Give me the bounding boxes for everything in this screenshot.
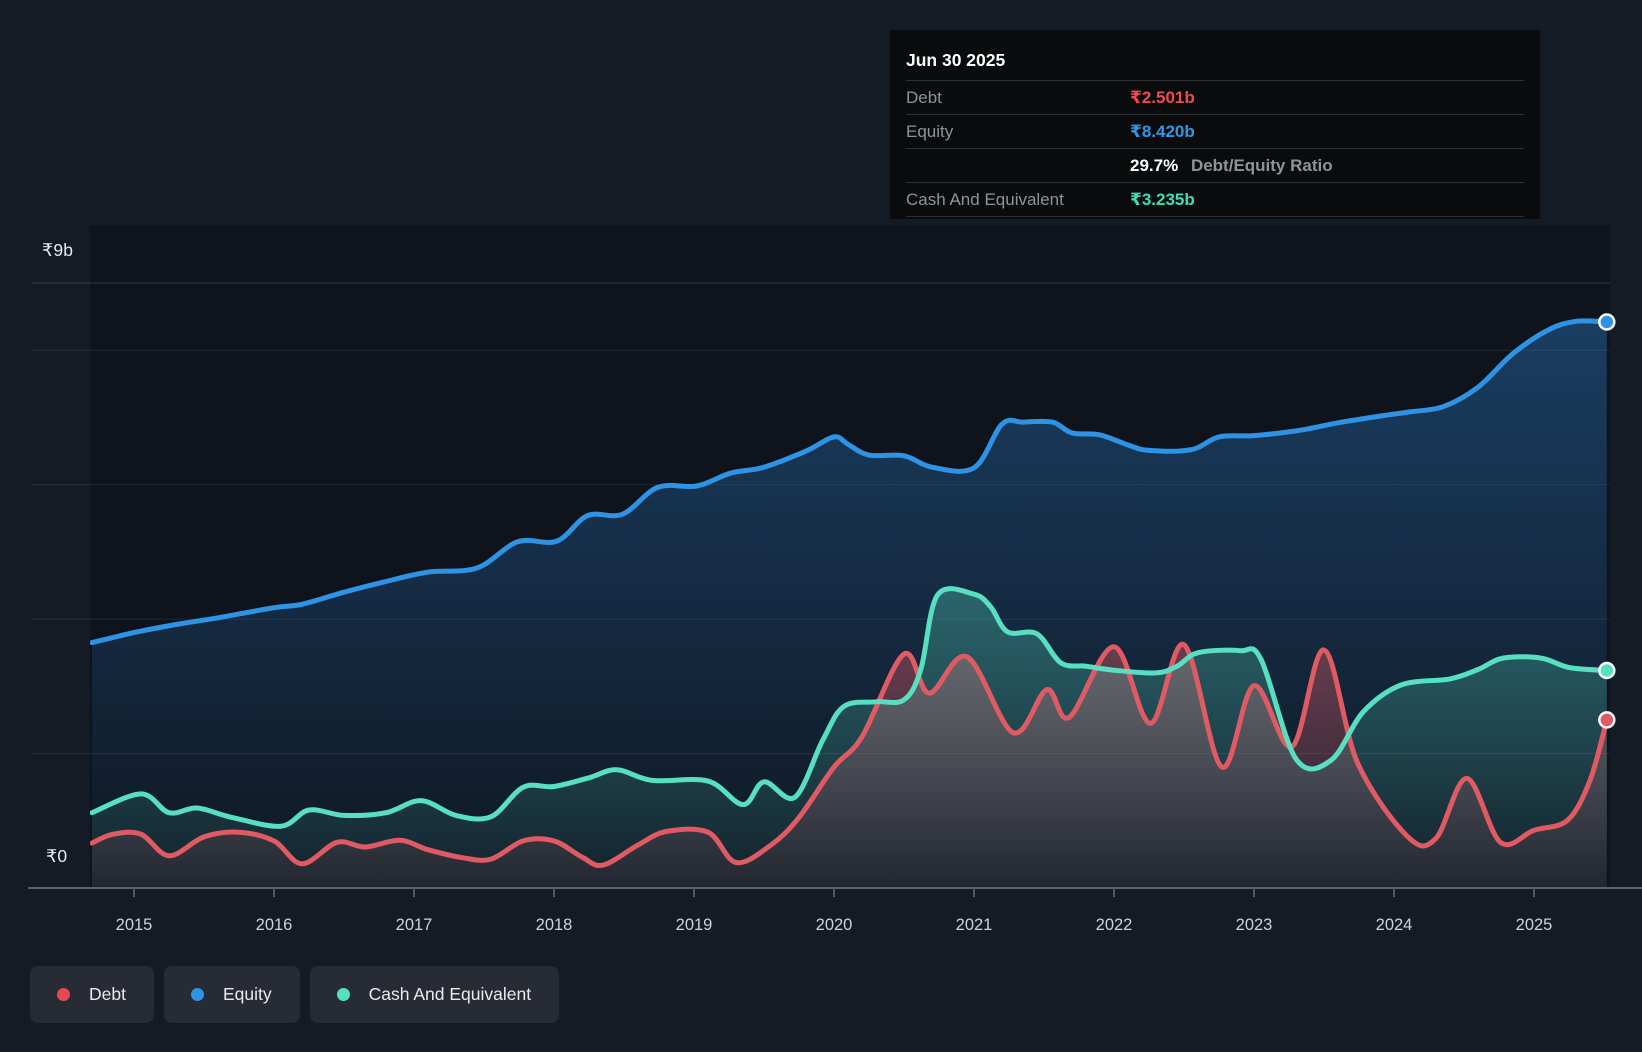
tooltip-cash-value: ₹3.235b — [1130, 190, 1195, 210]
end-dot-cash-and-equivalent — [1599, 663, 1614, 678]
tooltip-row-cash: Cash And Equivalent ₹3.235b — [906, 183, 1524, 217]
y-axis-label-zero: ₹0 — [46, 846, 67, 867]
legend-cash-label: Cash And Equivalent — [369, 984, 531, 1005]
x-tick-label: 2022 — [1096, 916, 1133, 934]
tooltip-row-equity: Equity ₹8.420b — [906, 115, 1524, 149]
x-tick-label: 2024 — [1376, 916, 1413, 934]
tooltip-date: Jun 30 2025 — [906, 40, 1524, 81]
legend-item-debt[interactable]: Debt — [30, 966, 154, 1023]
x-tick-label: 2025 — [1516, 916, 1553, 934]
debt-dot-icon — [57, 988, 70, 1001]
x-tick-label: 2023 — [1236, 916, 1273, 934]
end-dot-debt — [1599, 712, 1614, 727]
legend-equity-label: Equity — [223, 984, 272, 1005]
debt-equity-history-panel: 2015 2016 2017 2018 2019 2020 2021 2022 2023 2024… — [0, 0, 1642, 1052]
chart-tooltip: Jun 30 2025 Debt ₹2.501b Equity ₹8.420b … — [890, 30, 1540, 219]
x-tick-label: 2015 — [116, 916, 153, 934]
equity-dot-icon — [191, 988, 204, 1001]
chart-legend: Debt Equity Cash And Equivalent — [30, 966, 559, 1023]
end-dot-equity — [1599, 315, 1614, 330]
cash-dot-icon — [337, 988, 350, 1001]
tooltip-row-debt: Debt ₹2.501b — [906, 81, 1524, 115]
tooltip-equity-value: ₹8.420b — [1130, 122, 1195, 142]
tooltip-cash-label: Cash And Equivalent — [906, 190, 1130, 210]
legend-item-equity[interactable]: Equity — [164, 966, 300, 1023]
x-tick-label: 2019 — [676, 916, 713, 934]
x-tick-label: 2021 — [956, 916, 993, 934]
tooltip-equity-label: Equity — [906, 122, 1130, 142]
tooltip-ratio-value: 29.7% — [1130, 156, 1178, 175]
x-tick-label: 2016 — [256, 916, 293, 934]
tooltip-debt-label: Debt — [906, 88, 1130, 108]
tooltip-ratio-label: Debt/Equity Ratio — [1191, 156, 1333, 175]
x-tick-label: 2020 — [816, 916, 853, 934]
legend-debt-label: Debt — [89, 984, 126, 1005]
y-axis-label-top: ₹9b — [42, 240, 73, 261]
tooltip-debt-value: ₹2.501b — [1130, 88, 1195, 108]
tooltip-row-ratio: 29.7% Debt/Equity Ratio — [906, 149, 1524, 183]
legend-item-cash[interactable]: Cash And Equivalent — [310, 966, 559, 1023]
x-tick-label: 2018 — [536, 916, 573, 934]
x-tick-label: 2017 — [396, 916, 433, 934]
